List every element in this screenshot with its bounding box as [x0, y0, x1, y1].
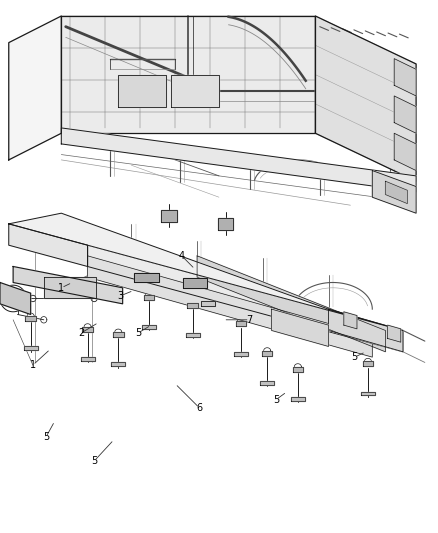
Polygon shape [234, 352, 248, 356]
Polygon shape [394, 133, 416, 171]
Polygon shape [13, 266, 123, 304]
Polygon shape [88, 256, 372, 357]
Polygon shape [183, 278, 207, 288]
Polygon shape [61, 16, 315, 133]
Polygon shape [344, 312, 357, 329]
Polygon shape [88, 245, 403, 352]
Polygon shape [9, 224, 88, 266]
Polygon shape [262, 351, 272, 356]
Text: 3: 3 [117, 291, 124, 301]
Text: 5: 5 [91, 456, 97, 466]
Polygon shape [9, 213, 403, 330]
Polygon shape [161, 210, 177, 222]
Polygon shape [394, 96, 416, 133]
Polygon shape [171, 75, 219, 107]
Polygon shape [113, 332, 124, 337]
Polygon shape [24, 346, 38, 350]
Polygon shape [328, 309, 403, 352]
Polygon shape [142, 325, 156, 329]
Polygon shape [197, 256, 385, 352]
Text: 2: 2 [78, 328, 84, 338]
Polygon shape [385, 181, 407, 204]
Text: 7: 7 [247, 315, 253, 325]
Polygon shape [218, 218, 233, 230]
Text: 6: 6 [196, 403, 202, 413]
Polygon shape [134, 273, 159, 282]
Polygon shape [315, 16, 416, 181]
Polygon shape [361, 392, 375, 395]
Text: 5: 5 [135, 328, 141, 338]
Text: 5: 5 [43, 432, 49, 442]
Polygon shape [293, 367, 303, 372]
Polygon shape [81, 357, 95, 361]
Polygon shape [111, 362, 125, 366]
Text: 1: 1 [58, 283, 64, 293]
Polygon shape [260, 381, 274, 385]
Polygon shape [144, 295, 154, 300]
Polygon shape [388, 325, 401, 342]
Polygon shape [291, 397, 305, 401]
Text: 5: 5 [352, 352, 358, 362]
Polygon shape [186, 333, 200, 337]
Polygon shape [187, 303, 198, 308]
Polygon shape [44, 277, 96, 298]
Text: 4: 4 [179, 251, 185, 261]
Polygon shape [61, 128, 416, 192]
Polygon shape [236, 321, 246, 326]
Polygon shape [9, 16, 61, 160]
Polygon shape [201, 301, 215, 306]
Polygon shape [118, 75, 166, 107]
Polygon shape [272, 309, 328, 346]
Polygon shape [372, 171, 416, 213]
Polygon shape [25, 316, 36, 321]
Polygon shape [394, 59, 416, 96]
Polygon shape [363, 361, 373, 366]
Text: 5: 5 [273, 395, 279, 405]
Text: 1: 1 [30, 360, 36, 370]
Polygon shape [82, 327, 93, 332]
Polygon shape [0, 282, 31, 314]
